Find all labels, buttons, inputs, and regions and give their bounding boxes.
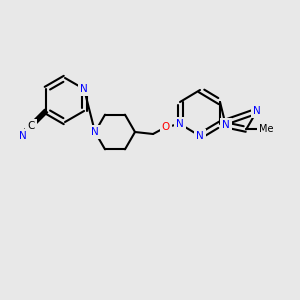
Text: C: C xyxy=(27,121,34,131)
Text: N: N xyxy=(176,119,184,129)
Text: O: O xyxy=(162,122,170,132)
Text: N: N xyxy=(222,120,230,130)
Text: N: N xyxy=(19,131,27,141)
Text: N: N xyxy=(196,131,204,141)
Text: N: N xyxy=(91,127,99,137)
Text: N: N xyxy=(253,106,261,116)
Text: Me: Me xyxy=(259,124,274,134)
Text: N: N xyxy=(80,84,88,94)
